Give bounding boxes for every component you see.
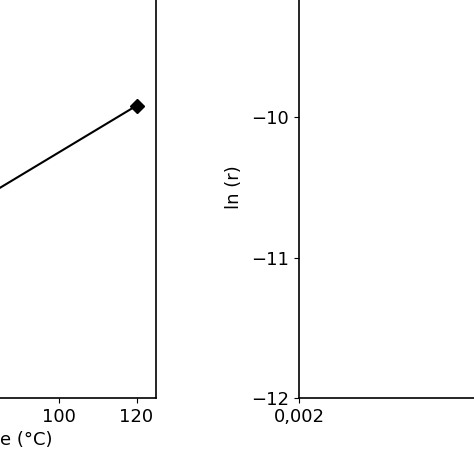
X-axis label: e (°C): e (°C) — [0, 431, 52, 449]
Y-axis label: ln (r): ln (r) — [225, 165, 243, 209]
